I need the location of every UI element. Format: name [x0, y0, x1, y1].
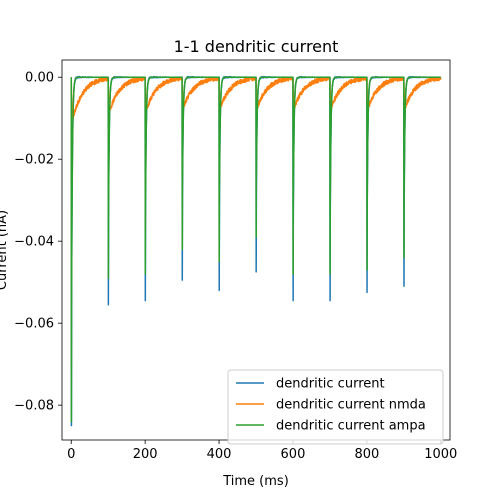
plot-area	[70, 75, 442, 427]
legend-box	[227, 369, 444, 445]
y-axis-label: Current (nA)	[0, 210, 10, 290]
series-line-dendritic-current-ampa	[70, 76, 442, 423]
x-tick-label: 0	[67, 447, 75, 462]
x-tick-label: 600	[281, 447, 306, 462]
legend-label: dendritic current	[276, 377, 385, 392]
axis-ticks: 0 200 400 600 800 1000 0.00 −0.02 −0.04 −0.06 −0.0…	[14, 71, 457, 462]
x-tick-label: 800	[354, 447, 379, 462]
legend: dendritic current dendritic current nmda d…	[227, 369, 444, 445]
y-tick-label: −0.02	[14, 153, 54, 168]
legend-label: dendritic current nmda	[276, 398, 426, 413]
legend-label: dendritic current ampa	[276, 419, 426, 434]
y-tick-label: −0.08	[14, 399, 54, 414]
x-tick-label: 1000	[424, 447, 457, 462]
x-axis-label: Time (ms)	[222, 474, 289, 489]
chart-title: 1-1 dendritic current	[174, 37, 339, 56]
y-tick-label: −0.06	[14, 317, 54, 332]
y-tick-label: 0.00	[25, 71, 54, 86]
x-tick-label: 200	[133, 447, 158, 462]
y-tick-label: −0.04	[14, 235, 54, 250]
x-tick-label: 400	[207, 447, 232, 462]
